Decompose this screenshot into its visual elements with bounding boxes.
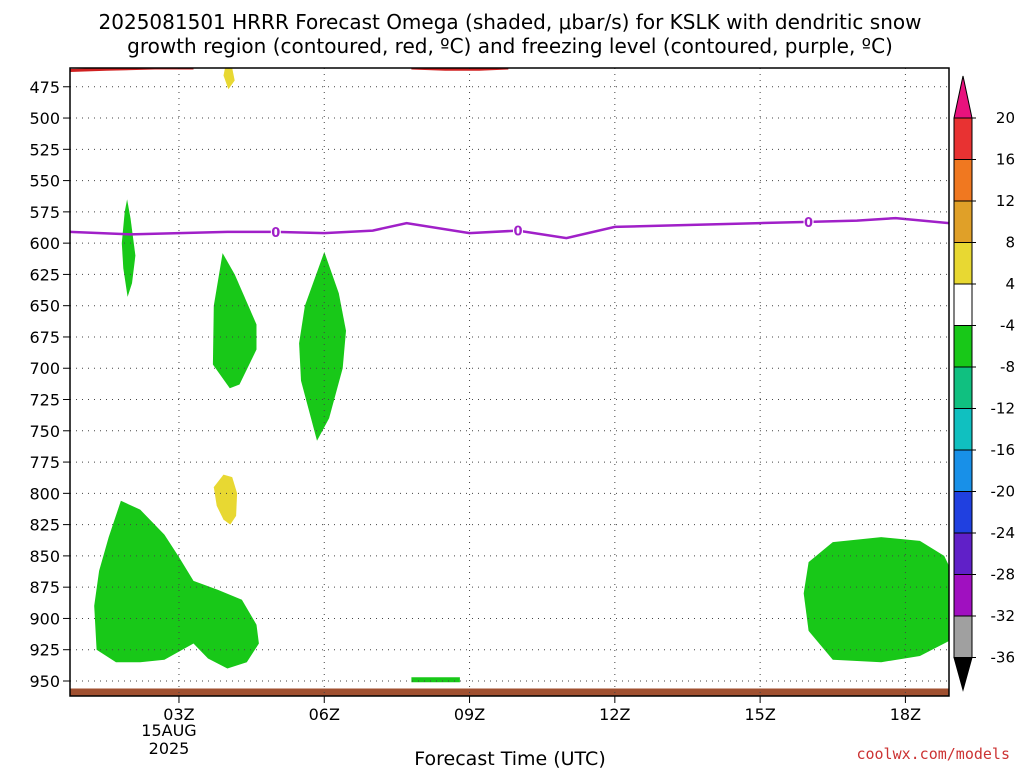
y-tick-label-550: 550 <box>29 172 60 191</box>
y-tick-label-900: 900 <box>29 609 60 628</box>
colorbar-label-0: 20 <box>996 109 1015 127</box>
omega-region-4 <box>94 500 259 669</box>
omega-region-6 <box>411 677 460 683</box>
colorbar-segment-9 <box>953 449 973 492</box>
x-axis-title: Forecast Time (UTC) <box>414 748 605 768</box>
plot-area: 0 0 0 <box>70 68 949 696</box>
y-tick-label-775: 775 <box>29 453 60 472</box>
x-tick-label-18Z: 18Z <box>890 705 921 724</box>
y-tick-label-950: 950 <box>29 672 60 691</box>
omega-region-2 <box>212 253 257 389</box>
freezing-level-line <box>70 216 949 240</box>
x-tick-label-06Z: 06Z <box>309 705 340 724</box>
omega-region-8 <box>213 474 238 525</box>
y-tick-label-750: 750 <box>29 422 60 441</box>
colorbar-label-13: -36 <box>991 649 1016 667</box>
x-tick-label-12Z: 12Z <box>599 705 630 724</box>
y-tick-label-575: 575 <box>29 203 60 222</box>
x-axis-date-label-day: 15AUG <box>141 721 196 740</box>
y-tick-label-725: 725 <box>29 391 60 410</box>
colorbar-bottom-triangle <box>953 657 973 692</box>
colorbar-segment-11 <box>953 532 973 575</box>
plot-frame <box>69 67 950 697</box>
colorbar-label-8: -16 <box>991 441 1016 459</box>
y-tick-label-675: 675 <box>29 328 60 347</box>
x-tick-label-03Z: 03Z <box>163 705 194 724</box>
colorbar-segment-1 <box>953 117 973 160</box>
omega-region-1 <box>121 199 136 297</box>
colorbar-label-7: -12 <box>991 400 1016 418</box>
colorbar-segment-13 <box>953 615 973 658</box>
colorbar-legend: 20 16 12 8 4 -4 -8 -12 -16 -20 -24 -28 -32 -36 <box>953 75 1016 692</box>
freezing-level-label-bg-1 <box>270 223 281 240</box>
y-axis: 475 500 525 550 575 600 625 650 675 700 725 750 775 8… <box>29 78 70 691</box>
y-tick-label-700: 700 <box>29 359 60 378</box>
colorbar-segment-7 <box>953 366 973 409</box>
colorbar-top-triangle <box>953 75 973 119</box>
chart-title-line-2: growth region (contoured, red, ºC) and f… <box>127 34 893 58</box>
y-tick-label-600: 600 <box>29 234 60 253</box>
x-tick-label-09Z: 09Z <box>454 705 485 724</box>
colorbar-label-11: -28 <box>991 566 1016 584</box>
grid <box>69 67 950 697</box>
chart-title-line-1: 2025081501 HRRR Forecast Omega (shaded, … <box>99 10 922 34</box>
y-tick-label-825: 825 <box>29 516 60 535</box>
colorbar-segment-10 <box>953 491 973 534</box>
y-tick-label-475: 475 <box>29 78 60 97</box>
colorbar-label-6: -8 <box>1000 358 1015 376</box>
colorbar-label-3: 8 <box>1005 234 1015 252</box>
omega-region-7 <box>223 68 235 90</box>
colorbar-segment-3 <box>953 200 973 243</box>
y-tick-label-850: 850 <box>29 547 60 566</box>
colorbar-label-5: -4 <box>1000 317 1015 335</box>
colorbar-segment-5 <box>953 283 973 326</box>
omega-region-3 <box>299 251 346 441</box>
x-axis: 03Z 06Z 09Z 12Z 15Z 18Z <box>163 696 921 724</box>
y-tick-label-925: 925 <box>29 641 60 660</box>
y-tick-label-650: 650 <box>29 297 60 316</box>
colorbar-segment-12 <box>953 574 973 617</box>
colorbar-segment-2 <box>953 159 973 202</box>
freezing-level-label-3: 0 <box>804 216 813 231</box>
freezing-level-label-2: 0 <box>513 225 522 240</box>
y-tick-label-875: 875 <box>29 578 60 597</box>
surface-band <box>70 688 949 696</box>
freezing-level-label-1: 0 <box>271 226 280 241</box>
credit-text: coolwx.com/models <box>856 745 1010 763</box>
omega-region-5 <box>803 537 949 663</box>
x-tick-label-15Z: 15Z <box>744 705 775 724</box>
y-tick-label-500: 500 <box>29 109 60 128</box>
y-tick-label-800: 800 <box>29 484 60 503</box>
y-tick-label-525: 525 <box>29 140 60 159</box>
colorbar-segment-8 <box>953 408 973 451</box>
x-axis-date-label-year: 2025 <box>149 739 190 758</box>
colorbar-label-2: 12 <box>996 192 1015 210</box>
freezing-level-label-bg-2 <box>512 222 523 239</box>
colorbar-label-9: -20 <box>991 483 1016 501</box>
colorbar-segment-4 <box>953 242 973 285</box>
y-tick-label-625: 625 <box>29 265 60 284</box>
colorbar-label-4: 4 <box>1005 275 1015 293</box>
colorbar-label-10: -24 <box>991 524 1016 542</box>
colorbar-label-1: 16 <box>996 151 1015 169</box>
colorbar-label-12: -32 <box>991 607 1016 625</box>
colorbar-segment-6 <box>953 325 973 368</box>
freezing-level-label-bg-3 <box>803 213 814 230</box>
